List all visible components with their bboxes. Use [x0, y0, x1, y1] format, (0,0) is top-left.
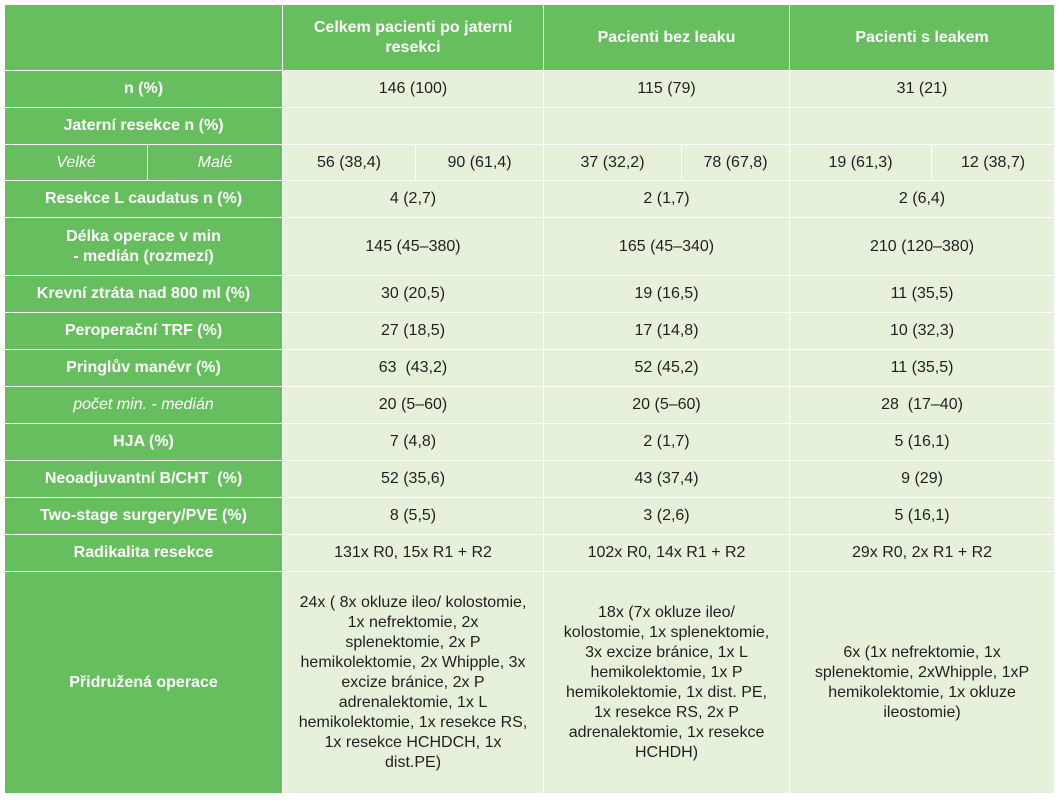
row-label: Jaterní resekce n (%)	[4, 107, 283, 145]
table-row: HJA (%) 7 (4,8) 2 (1,7) 5 (16,1)	[4, 423, 1056, 461]
cell-no-leak	[543, 107, 791, 145]
table-row: Radikalita resekce 131x R0, 15x R1 + R2 …	[4, 534, 1056, 572]
row-label: Pringlův manévr (%)	[4, 349, 283, 387]
cell-total: 30 (20,5)	[281, 275, 545, 313]
cell-leak: 6x (1x nefrektomie, 1x splenektomie, 2xW…	[789, 571, 1056, 794]
table-row: Přidružená operace 24x ( 8x okluze ileo/…	[4, 571, 1056, 794]
cell-total: 27 (18,5)	[281, 312, 545, 350]
row-label: Délka operace v min - medián (rozmezí)	[4, 217, 283, 276]
cell-no-leak-velke: 37 (32,2)	[543, 144, 683, 181]
row-label: Two-stage surgery/PVE (%)	[4, 497, 283, 535]
cell-leak: 29x R0, 2x R1 + R2	[789, 534, 1056, 572]
table-row: Resekce L caudatus n (%) 4 (2,7) 2 (1,7)…	[4, 180, 1056, 218]
cell-leak-male: 12 (38,7)	[931, 144, 1056, 181]
header-leak: Pacienti s leakem	[789, 4, 1056, 71]
cell-total: 7 (4,8)	[281, 423, 545, 461]
cell-leak: 28 (17–40)	[789, 386, 1056, 424]
header-corner	[4, 4, 283, 71]
cell-leak: 31 (21)	[789, 70, 1056, 108]
cell-total: 4 (2,7)	[281, 180, 545, 218]
table-row: Krevní ztráta nad 800 ml (%) 30 (20,5) 1…	[4, 275, 1056, 313]
header-no-leak: Pacienti bez leaku	[543, 4, 791, 71]
cell-no-leak: 20 (5–60)	[543, 386, 791, 424]
table-row: Neoadjuvantní B/CHT (%) 52 (35,6) 43 (37…	[4, 460, 1056, 498]
row-label: n (%)	[4, 70, 283, 108]
header-row: Celkem pacienti po jaterní resekci Pacie…	[4, 4, 1056, 71]
cell-total: 63 (43,2)	[281, 349, 545, 387]
cell-leak: 5 (16,1)	[789, 497, 1056, 535]
cell-no-leak: 3 (2,6)	[543, 497, 791, 535]
cell-leak: 11 (35,5)	[789, 349, 1056, 387]
cell-total: 24x ( 8x okluze ileo/ kolostomie, 1x nef…	[281, 571, 545, 794]
table-row: Jaterní resekce n (%)	[4, 107, 1056, 145]
cell-total: 8 (5,5)	[281, 497, 545, 535]
cell-no-leak-male: 78 (67,8)	[681, 144, 791, 181]
table-row: Two-stage surgery/PVE (%) 8 (5,5) 3 (2,6…	[4, 497, 1056, 535]
row-label: Přidružená operace	[4, 571, 283, 794]
row-label-male: Malé	[147, 144, 283, 181]
cell-total: 131x R0, 15x R1 + R2	[281, 534, 545, 572]
cell-leak-velke: 19 (61,3)	[789, 144, 933, 181]
row-label: Krevní ztráta nad 800 ml (%)	[4, 275, 283, 313]
table-row: Pringlův manévr (%) 63 (43,2) 52 (45,2) …	[4, 349, 1056, 387]
table-row: Velké Malé 56 (38,4) 90 (61,4) 37 (32,2)…	[4, 144, 1056, 181]
cell-no-leak: 165 (45–340)	[543, 217, 791, 276]
row-label: Radikalita resekce	[4, 534, 283, 572]
row-label: počet min. - medián	[4, 386, 283, 424]
cell-no-leak: 19 (16,5)	[543, 275, 791, 313]
cell-no-leak: 115 (79)	[543, 70, 791, 108]
table-row: Délka operace v min - medián (rozmezí) 14…	[4, 217, 1056, 276]
row-label-line: - medián (rozmezí)	[73, 247, 214, 265]
cell-no-leak: 102x R0, 14x R1 + R2	[543, 534, 791, 572]
cell-leak: 9 (29)	[789, 460, 1056, 498]
cell-total-male: 90 (61,4)	[414, 144, 545, 181]
cell-leak: 10 (32,3)	[789, 312, 1056, 350]
row-label-line: Délka operace v min	[66, 227, 221, 245]
cell-no-leak: 52 (45,2)	[543, 349, 791, 387]
cell-total	[281, 107, 545, 145]
row-label: HJA (%)	[4, 423, 283, 461]
results-table: Celkem pacienti po jaterní resekci Pacie…	[4, 4, 1056, 794]
cell-leak	[789, 107, 1056, 145]
cell-total: 52 (35,6)	[281, 460, 545, 498]
cell-no-leak: 2 (1,7)	[543, 180, 791, 218]
cell-no-leak: 43 (37,4)	[543, 460, 791, 498]
cell-total: 146 (100)	[281, 70, 545, 108]
cell-no-leak: 17 (14,8)	[543, 312, 791, 350]
row-label-velke: Velké	[4, 144, 148, 181]
row-label: Neoadjuvantní B/CHT (%)	[4, 460, 283, 498]
cell-leak: 2 (6,4)	[789, 180, 1056, 218]
header-total: Celkem pacienti po jaterní resekci	[281, 4, 545, 71]
cell-leak: 11 (35,5)	[789, 275, 1056, 313]
cell-total-velke: 56 (38,4)	[282, 144, 416, 181]
cell-leak: 210 (120–380)	[789, 217, 1056, 276]
table-row: Peroperační TRF (%) 27 (18,5) 17 (14,8) …	[4, 312, 1056, 350]
row-label: Peroperační TRF (%)	[4, 312, 283, 350]
cell-no-leak: 2 (1,7)	[543, 423, 791, 461]
table-row: počet min. - medián 20 (5–60) 20 (5–60) …	[4, 386, 1056, 424]
row-label: Resekce L caudatus n (%)	[4, 180, 283, 218]
table-row: n (%) 146 (100) 115 (79) 31 (21)	[4, 70, 1056, 108]
cell-total: 20 (5–60)	[281, 386, 545, 424]
cell-leak: 5 (16,1)	[789, 423, 1056, 461]
cell-total: 145 (45–380)	[281, 217, 545, 276]
cell-no-leak: 18x (7x okluze ileo/ kolostomie, 1x sple…	[543, 571, 791, 794]
